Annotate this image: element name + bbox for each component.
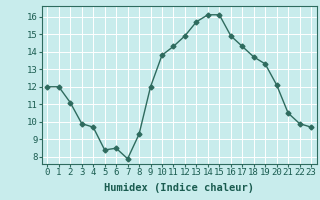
X-axis label: Humidex (Indice chaleur): Humidex (Indice chaleur) [104,183,254,193]
